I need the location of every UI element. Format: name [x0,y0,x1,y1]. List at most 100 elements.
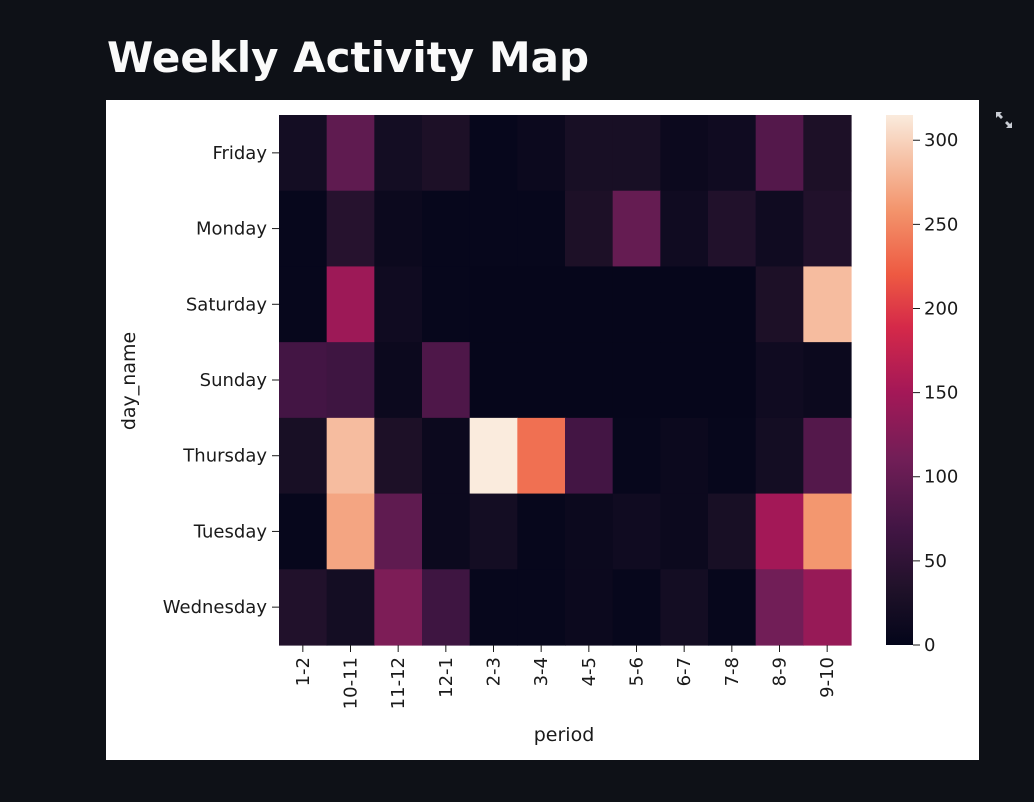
heatmap-cell [469,493,518,570]
heatmap-cell [469,115,518,192]
heatmap-cell [755,115,804,192]
heatmap-cell [374,569,423,646]
heatmap-cell [422,115,471,192]
y-tick-label: Wednesday [163,597,268,618]
heatmap-cell [279,266,328,343]
x-tick-label: 11-12 [388,657,409,709]
heatmap-cell [660,569,709,646]
heatmap-cell [326,569,375,646]
heatmap-cell [755,342,804,419]
page-title: Weekly Activity Map [107,33,590,82]
heatmap-cell [279,569,328,646]
heatmap-cell [708,115,757,192]
heatmap-cell [565,493,614,570]
heatmap-cell [326,342,375,419]
heatmap-cell [517,493,566,570]
y-axis: Friday Monday Saturday Sunday Thursday Tuesda… [163,143,279,618]
heatmap-cell [469,342,518,419]
heatmap-cell [517,569,566,646]
colorbar-tick-label: 50 [924,551,947,572]
heatmap-cell [708,493,757,570]
heatmap-cell [279,115,328,192]
heatmap-figure: Friday Monday Saturday Sunday Thursday Tuesda… [106,100,979,760]
heatmap-cell [755,493,804,570]
heatmap-cell [755,190,804,268]
heatmap-cell [422,342,471,419]
x-tick-label: 7-8 [722,657,743,686]
heatmap-cell [660,493,709,570]
colorbar: 0 50 100 150 200 250 300 [886,115,958,656]
heatmap-cell [469,417,518,495]
heatmap-cell [660,190,709,268]
heatmap-cell [660,417,709,495]
heatmap-cell [326,493,375,570]
heatmap-cell [279,417,328,495]
heatmap-cell [660,266,709,343]
heatmap-cell [279,493,328,570]
colorbar-tick-label: 200 [924,298,958,319]
colorbar-tick-label: 100 [924,467,958,488]
heatmap-cell [755,569,804,646]
heatmap-cell [708,266,757,343]
heatmap-cell [803,569,852,646]
heatmap-cell [517,417,566,495]
x-tick-label: 5-6 [627,657,648,686]
heatmap-cell [755,266,804,343]
x-tick-label: 8-9 [770,657,791,686]
colorbar-gradient [886,115,913,645]
heatmap-cell [422,569,471,646]
heatmap-cell [803,493,852,570]
heatmap-cell [612,342,661,419]
heatmap-cell [374,115,423,192]
heatmap-chart: Friday Monday Saturday Sunday Thursday Tuesda… [118,115,958,746]
heatmap-cell [422,493,471,570]
x-tick-label: 2-3 [484,657,505,686]
x-tick-label: 1-2 [293,657,314,686]
heatmap-cell [517,115,566,192]
y-tick-label: Friday [212,143,267,164]
heatmap-cell [803,115,852,192]
heatmap-cell [612,569,661,646]
expand-arrows-icon [996,112,1012,128]
heatmap-cell [326,417,375,495]
heatmap-cell [422,190,471,268]
heatmap-cell [612,115,661,192]
x-axis: 1-2 10-11 11-12 12-1 2-3 3-4 4-5 5-6 6-7 7-8 8-9 9-… [293,645,838,709]
heatmap-cell [565,266,614,343]
heatmap-cell [279,342,328,419]
y-tick-label: Tuesday [193,521,268,542]
x-axis-label: period [534,724,595,746]
heatmap-cell [708,569,757,646]
heatmap-cell [803,417,852,495]
heatmap-cell [565,190,614,268]
colorbar-tick-label: 300 [924,130,958,151]
heatmap-cell [326,266,375,343]
heatmap-cell [565,342,614,419]
colorbar-tick-label: 0 [924,635,935,656]
heatmap-cell [326,190,375,268]
fullscreen-button[interactable] [992,108,1016,132]
x-tick-label: 10-11 [341,657,362,709]
heatmap-cell [469,190,518,268]
heatmap-cell [708,190,757,268]
y-tick-label: Saturday [186,294,267,315]
x-tick-label: 6-7 [674,657,695,686]
heatmap-cell [565,569,614,646]
heatmap-cell [803,190,852,268]
heatmap-cell [469,266,518,343]
heatmap-cell [612,266,661,343]
heatmap-cell [374,190,423,268]
heatmap-cell [422,266,471,343]
heatmap-cell [517,190,566,268]
colorbar-tick-label: 150 [924,383,958,404]
heatmap-cell [517,342,566,419]
heatmap-cell [660,342,709,419]
heatmap-cell [374,493,423,570]
heatmap-cell [612,190,661,268]
heatmap-cell [803,342,852,419]
x-tick-label: 9-10 [817,657,838,698]
heatmap-cell [612,417,661,495]
y-tick-label: Sunday [200,370,268,391]
x-tick-label: 4-5 [579,657,600,686]
heatmap-cell [803,266,852,343]
